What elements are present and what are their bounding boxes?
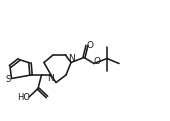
Text: O: O [94,57,101,65]
Text: O: O [87,41,94,49]
Text: HO: HO [17,92,30,102]
Text: N: N [47,74,54,83]
Text: S: S [5,75,10,84]
Text: N: N [68,54,75,63]
